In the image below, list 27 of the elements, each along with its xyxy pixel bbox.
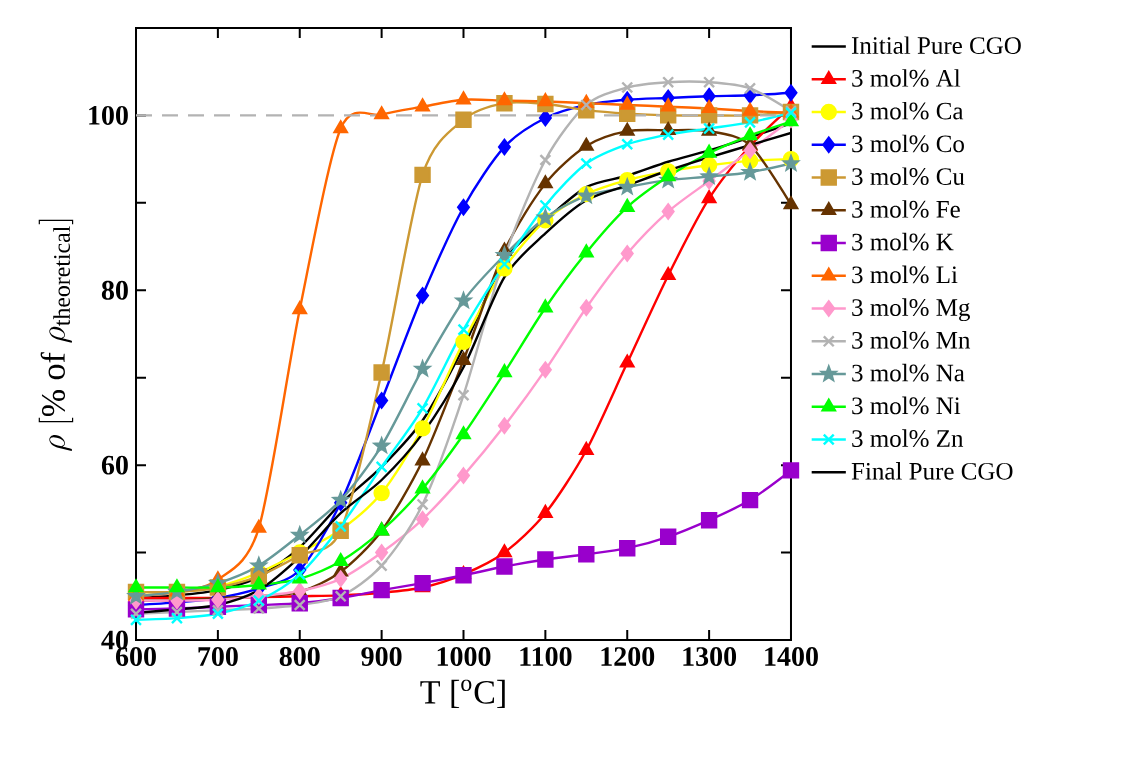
legend-label: 3 mol% Co [852,134,964,153]
legend-label: 3 mol% Mg [852,298,970,322]
legend-label: 3 mol% Mn [852,331,971,349]
x-tick-label: 1400 [765,647,818,666]
x-tick-label: 1100 [520,647,572,666]
legend-label: 3 mol% Ni [852,396,961,415]
legend-label: 3 mol% Na [852,363,965,382]
legend-label: 3 mol% Li [852,265,958,284]
x-tick-label: 700 [198,647,238,666]
x-tick-label: 1200 [601,647,655,666]
y-axis-title: $\rho\ [\%\ \mathrm{of}\ \rho_{\mathrm{theoretical}}]$ [38,219,74,451]
x-tick-label: 1000 [437,647,491,666]
y-tick-label: 80 [101,280,128,300]
x-tick-label: 1300 [683,647,737,666]
x-tick-label: 900 [361,647,402,666]
legend-label: Final Pure CGO [851,462,1013,480]
legend-label: 3 mol% Cu [852,167,965,186]
legend-label: Initial Pure CGO [851,36,1021,54]
y-tick-label: 60 [101,455,128,475]
legend-label: 3 mol% Al [852,69,961,87]
y-tick-label: 100 [89,105,128,125]
legend-label: 3 mol% Zn [852,429,964,448]
legend-label: 3 mol% Fe [852,200,960,218]
legend-label: 3 mol% K [852,232,954,251]
x-axis-title: T [$^{o}$C] [420,679,505,708]
legend-label: 3 mol% Ca [852,101,964,120]
x-tick-label: 800 [279,647,320,666]
